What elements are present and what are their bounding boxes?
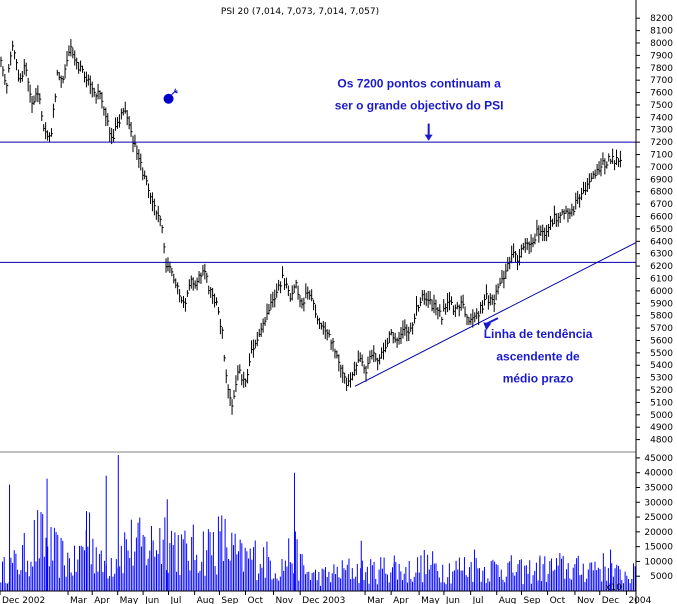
price-tick-label: 5000 — [650, 411, 673, 421]
price-tick-label: 7900 — [650, 51, 673, 61]
x-tick-label: Aug — [499, 596, 517, 604]
price-tick-label: 7100 — [650, 151, 673, 161]
x-tick-label: May — [120, 596, 139, 604]
price-tick-label: 5800 — [650, 312, 673, 322]
volume-tick-label: 35000 — [644, 483, 673, 493]
annotation-text: ascendente de — [496, 349, 580, 363]
price-tick-label: 5200 — [650, 386, 673, 396]
chart-title: PSI 20 (7,014, 7,073, 7,014, 7,057) — [221, 7, 379, 17]
price-tick-label: 7500 — [650, 101, 673, 111]
price-tick-label: 7800 — [650, 64, 673, 74]
x-tick-label: Mar — [367, 596, 384, 604]
volume-unit-label: x10 — [605, 583, 622, 593]
price-tick-label: 6400 — [650, 237, 673, 247]
price-tick-label: 6100 — [650, 274, 673, 284]
x-tick-label: 2004 — [628, 596, 651, 604]
price-tick-label: 7700 — [650, 76, 673, 86]
x-tick-label: Nov — [275, 596, 293, 604]
price-tick-label: 8200 — [650, 14, 673, 24]
x-tick-label: Nov — [577, 596, 595, 604]
price-tick-label: 6600 — [650, 213, 673, 223]
price-tick-label: 6300 — [650, 250, 673, 260]
x-tick-label: Dec — [602, 596, 619, 604]
price-tick-label: 6500 — [650, 225, 673, 235]
volume-tick-label: 25000 — [644, 513, 673, 523]
x-tick-label: Dec 2003 — [302, 596, 345, 604]
price-tick-label: 4800 — [650, 436, 673, 446]
price-tick-label: 8000 — [650, 39, 673, 49]
volume-tick-label: 30000 — [644, 498, 673, 508]
x-tick-label: Oct — [247, 596, 263, 604]
volume-tick-label: 40000 — [644, 469, 673, 479]
x-tick-label: Aug — [197, 596, 215, 604]
annotation-text: Linha de tendência — [484, 327, 593, 341]
arrowhead-down-icon — [424, 134, 433, 141]
x-tick-label: Dec 2002 — [2, 596, 45, 604]
price-tick-label: 5600 — [650, 336, 673, 346]
price-tick-label: 7400 — [650, 113, 673, 123]
x-tick-label: Apr — [393, 596, 409, 604]
x-tick-label: Oct — [550, 596, 566, 604]
price-tick-label: 6800 — [650, 188, 673, 198]
price-tick-label: 5700 — [650, 324, 673, 334]
price-tick-label: 7600 — [650, 89, 673, 99]
price-tick-label: 8100 — [650, 27, 673, 37]
x-tick-label: Jul — [170, 596, 182, 604]
price-tick-label: 7300 — [650, 126, 673, 136]
bomb-icon — [163, 93, 174, 104]
annotation-text: médio prazo — [503, 372, 574, 386]
price-tick-label: 5900 — [650, 299, 673, 309]
price-tick-label: 5100 — [650, 398, 673, 408]
price-tick-label: 5300 — [650, 374, 673, 384]
volume-tick-label: 10000 — [644, 557, 673, 567]
x-tick-label: Mar — [70, 596, 87, 604]
x-tick-label: Sep — [524, 596, 541, 604]
x-tick-label: Jun — [445, 596, 460, 604]
price-bars — [0, 39, 622, 415]
price-tick-label: 5400 — [650, 361, 673, 371]
price-tick-label: 7000 — [650, 163, 673, 173]
volume-tick-label: 15000 — [644, 543, 673, 553]
price-tick-label: 4900 — [650, 423, 673, 433]
volume-tick-label: 5000 — [650, 572, 673, 582]
x-tick-label: Apr — [94, 596, 110, 604]
volume-tick-label: 45000 — [644, 454, 673, 464]
arrowhead-diagonal-icon — [483, 322, 492, 331]
price-tick-label: 7200 — [650, 138, 673, 148]
volume-tick-label: 20000 — [644, 528, 673, 538]
x-tick-label: May — [421, 596, 440, 604]
price-tick-label: 6900 — [650, 175, 673, 185]
bomb-fuse-icon — [171, 88, 178, 96]
trendline — [354, 242, 637, 387]
annotation-text: ser o grande objectivo do PSI — [335, 98, 504, 112]
x-tick-label: Jun — [144, 596, 159, 604]
price-tick-label: 5500 — [650, 349, 673, 359]
price-tick-label: 6000 — [650, 287, 673, 297]
annotation-text: Os 7200 pontos continuam a — [337, 77, 501, 91]
x-tick-label: Jul — [472, 596, 484, 604]
price-tick-label: 6700 — [650, 200, 673, 210]
price-tick-label: 6200 — [650, 262, 673, 272]
x-tick-label: Sep — [221, 596, 238, 604]
volume-bars — [0, 454, 636, 591]
